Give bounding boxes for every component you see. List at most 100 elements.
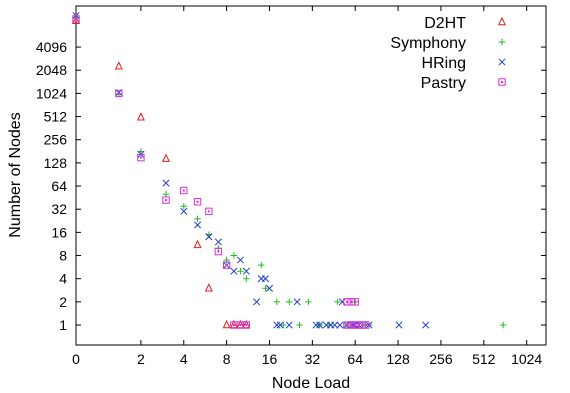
x-tick-label: 512: [472, 351, 496, 367]
x-axis-label: Node Load: [272, 375, 350, 392]
data-point-center: [75, 17, 77, 20]
data-point-center: [182, 189, 185, 192]
data-point: [336, 321, 344, 329]
data-point: [137, 148, 145, 155]
data-point: [312, 321, 320, 329]
plot-frame: [75, 5, 547, 346]
series-hring: [72, 12, 430, 329]
legend-label: D2HT: [424, 15, 466, 32]
data-point: [362, 321, 370, 329]
data-point-center: [354, 324, 357, 327]
data-point: [180, 207, 188, 215]
data-point: [205, 233, 213, 241]
y-tick-label: 8: [59, 248, 67, 264]
y-axis-label: Number of Nodes: [7, 112, 24, 237]
legend-label: Pastry: [421, 75, 466, 92]
data-point: [351, 298, 359, 306]
data-point: [316, 321, 324, 329]
x-tick-label: 8: [223, 351, 231, 367]
y-tick-label: 1024: [36, 85, 67, 101]
data-point-center: [196, 200, 199, 203]
data-point-center: [217, 250, 220, 253]
data-point: [222, 319, 231, 329]
data-point: [325, 321, 333, 329]
data-point: [193, 198, 202, 206]
data-point: [72, 15, 80, 23]
data-points: [72, 12, 507, 329]
x-tick-label: 256: [429, 351, 453, 367]
data-point: [237, 268, 244, 275]
data-point-center: [164, 199, 167, 202]
x-tick-label: 0: [72, 351, 80, 367]
x-tick-label: 4: [180, 351, 188, 367]
data-point: [293, 298, 301, 306]
data-point: [230, 267, 238, 275]
x-tick-label: 16: [262, 351, 278, 367]
data-point: [115, 89, 123, 98]
y-tick-label: 4: [59, 271, 67, 287]
y-tick-label: 4096: [36, 39, 67, 55]
y-tick-label: 32: [51, 201, 67, 217]
data-point: [229, 319, 238, 329]
data-point-center: [345, 324, 348, 327]
data-point: [334, 298, 341, 306]
data-point: [305, 298, 312, 306]
data-point: [296, 321, 303, 329]
data-point: [273, 298, 280, 306]
data-point: [214, 247, 223, 256]
legend-label: HRing: [422, 55, 466, 72]
data-point: [180, 186, 188, 195]
data-point: [285, 321, 293, 329]
data-point: [162, 179, 170, 187]
x-tick-label: 2: [137, 351, 145, 367]
x-tick-label: 64: [347, 351, 363, 367]
data-point-center: [225, 264, 228, 267]
y-tick-label: 512: [44, 109, 68, 125]
data-point: [395, 321, 403, 329]
data-point: [204, 283, 213, 292]
data-point: [72, 15, 80, 24]
data-point: [258, 261, 265, 269]
data-point: [242, 267, 250, 275]
data-point: [214, 238, 222, 246]
data-point: [236, 319, 245, 329]
data-point-center: [239, 324, 242, 327]
data-point: [273, 321, 281, 329]
x-tick-label: 1024: [511, 351, 542, 367]
data-point: [276, 321, 284, 329]
legend-marker: [498, 16, 506, 26]
data-point: [230, 252, 238, 259]
y-tick-label: 2: [59, 294, 67, 310]
data-point: [242, 321, 251, 329]
y-tick-label: 128: [44, 155, 68, 171]
legend-marker: [498, 58, 506, 66]
data-point: [499, 321, 507, 329]
data-point: [338, 298, 346, 306]
data-point: [194, 221, 202, 229]
data-point-center: [364, 324, 367, 327]
data-point: [242, 319, 251, 329]
legend: D2HT Symphony HRing Pastry: [390, 15, 506, 92]
data-point: [137, 153, 145, 162]
data-point: [180, 203, 187, 210]
tick-layer: 0 2 4 8 16 32 64 128 256 512 1024 1 2 4 8 16 32 64 128 256 5…: [36, 6, 546, 367]
series-d2ht: [72, 15, 251, 329]
data-point: [253, 298, 261, 306]
y-tick-label: 16: [51, 224, 67, 240]
data-point-center: [245, 324, 248, 327]
data-point: [343, 298, 351, 306]
legend-marker-center: [501, 81, 503, 83]
legend-marker: [498, 78, 506, 86]
data-point: [331, 321, 339, 329]
data-point: [161, 153, 170, 162]
legend-label: Symphony: [390, 35, 466, 52]
y-tick-label: 256: [44, 132, 68, 148]
data-point: [162, 196, 170, 204]
data-point: [193, 239, 202, 249]
data-point: [243, 275, 250, 282]
data-point: [422, 321, 430, 329]
data-point: [114, 61, 123, 70]
series-pastry: [72, 15, 370, 329]
data-point: [236, 256, 244, 264]
